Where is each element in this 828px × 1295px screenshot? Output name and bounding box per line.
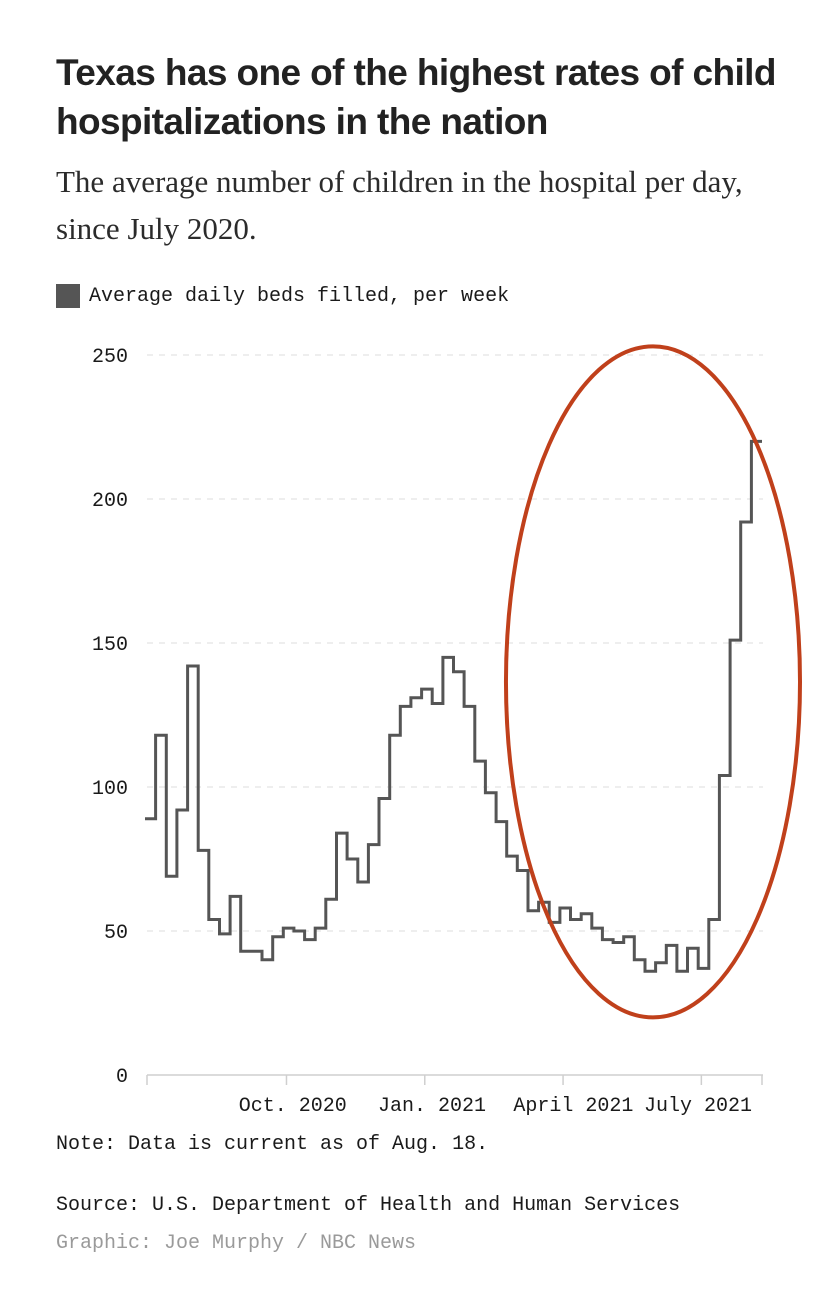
legend-label: Average daily beds filled, per week [89,284,510,308]
series-lines [145,439,762,973]
highlight-ellipse [503,344,803,1020]
legend: Average daily beds filled, per week [56,284,509,308]
y-axis-ticks: 0 50 100 150 200 250 [92,346,128,1089]
y-tick-label: 0 [116,1066,128,1089]
x-axis-ticks: Oct. 2020 Jan. 2021 April 2021 July 2021 [239,1095,752,1118]
x-tick-label: Oct. 2020 [239,1095,347,1118]
chart-title: Texas has one of the highest rates of ch… [56,52,776,142]
x-tick-label: Jan. 2021 [378,1095,486,1118]
note-text: Note: Data is current as of Aug. 18. [56,1133,489,1156]
annotations [503,344,803,1020]
y-tick-label: 100 [92,778,128,801]
line-chart: 0 50 100 150 200 250 Oct. 2020 Jan. 2021 April … [92,344,803,1118]
grid-lines [147,354,763,932]
credit-text: Graphic: Joe Murphy / NBC News [56,1232,417,1255]
y-tick-label: 150 [92,634,128,657]
series-line [145,439,762,973]
x-axis [146,1074,763,1085]
y-tick-label: 50 [104,922,128,945]
source-text: Source: U.S. Department of Health and Hu… [56,1194,681,1217]
chart-subtitle: The average number of children in the ho… [56,164,743,246]
x-tick-label: July 2021 [644,1095,752,1118]
y-tick-label: 250 [92,346,128,369]
x-tick-label: April 2021 [513,1095,633,1118]
legend-swatch [56,284,80,308]
y-tick-label: 200 [92,490,128,513]
